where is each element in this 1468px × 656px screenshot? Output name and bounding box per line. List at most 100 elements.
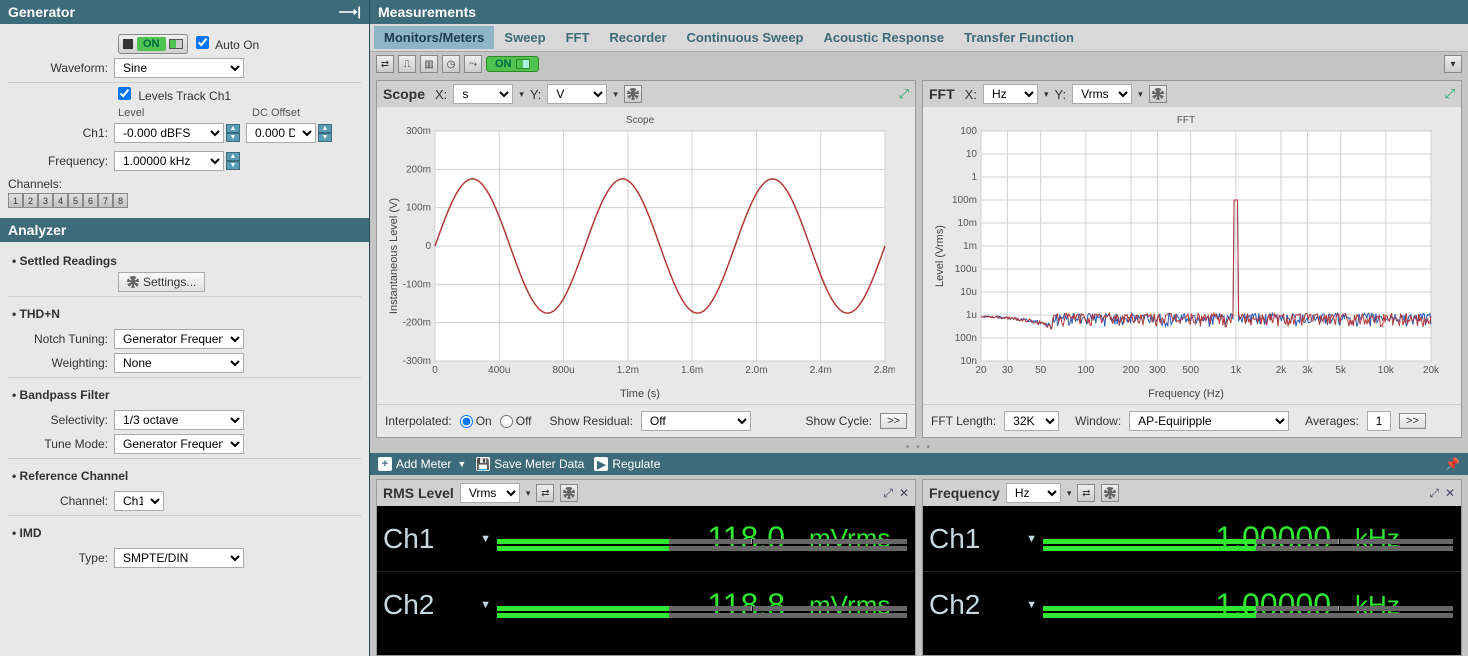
level-col-header: Level (118, 107, 252, 119)
interp-off-radio[interactable]: Off (500, 414, 532, 428)
tool-wave-icon[interactable]: ⎍ (398, 55, 416, 73)
tab-continuous-sweep[interactable]: Continuous Sweep (677, 26, 814, 49)
svg-text:1u: 1u (966, 310, 977, 321)
svg-text:-200m: -200m (403, 318, 431, 329)
monitors-on-toggle[interactable]: ON (486, 56, 539, 72)
rms-arrow-icon[interactable]: ⇄ (536, 484, 554, 502)
tool-bars-icon[interactable]: ▥ (420, 55, 438, 73)
channel-btn-4[interactable]: 4 (53, 193, 68, 208)
ch1-dc-select[interactable]: 0.000 D (246, 123, 316, 143)
fft-averages-input[interactable] (1367, 411, 1391, 431)
channel-select[interactable]: Ch1 (114, 491, 164, 511)
svg-text:300m: 300m (406, 126, 431, 137)
channel-btn-8[interactable]: 8 (113, 193, 128, 208)
regulate-button[interactable]: ▶Regulate (594, 457, 660, 471)
weighting-label: Weighting: (8, 356, 108, 370)
tab-monitors-meters[interactable]: Monitors/Meters (374, 26, 494, 49)
channel-btn-3[interactable]: 3 (38, 193, 53, 208)
channel-btn-7[interactable]: 7 (98, 193, 113, 208)
type-select[interactable]: SMPTE/DIN (114, 548, 244, 568)
tool-cycle-icon[interactable]: ⇄ (376, 55, 394, 73)
ch1-dc-spin[interactable]: ▲▼ (318, 124, 332, 142)
waveform-label: Waveform: (8, 61, 108, 75)
settings-button[interactable]: Settings... (118, 272, 205, 292)
tab-strip: Monitors/MetersSweepFFTRecorderContinuou… (370, 24, 1468, 52)
ch1-level-select[interactable]: -0.000 dBFS (114, 123, 224, 143)
notch-tuning-label: Notch Tuning: (8, 332, 108, 346)
levels-track-check[interactable]: Levels Track Ch1 (118, 87, 231, 103)
fft-go-button[interactable]: >> (1399, 413, 1426, 429)
cycle-button[interactable]: >> (880, 413, 907, 429)
svg-text:3k: 3k (1302, 365, 1314, 376)
channel-btn-5[interactable]: 5 (68, 193, 83, 208)
toolstrip-dropdown-icon[interactable]: ▾ (1444, 55, 1462, 73)
freq-expand-icon[interactable]: ⤢ (1429, 486, 1439, 501)
scope-chart: Scope300m200m100m0-100m-200m-300m0400u80… (385, 111, 895, 401)
fft-x-unit[interactable]: Hz (983, 84, 1038, 104)
tab-sweep[interactable]: Sweep (494, 26, 555, 49)
meter-ch-label: Ch2▼ (923, 589, 1043, 621)
gen-on-toggle[interactable]: ON (118, 34, 188, 54)
meter-ch-label: Ch2▼ (377, 589, 497, 621)
selectivity-select[interactable]: 1/3 octave (114, 410, 244, 430)
freq-unit-select[interactable]: Hz (1006, 483, 1061, 503)
svg-text:2.0m: 2.0m (745, 365, 767, 376)
weighting-select[interactable]: None (114, 353, 244, 373)
svg-text:FFT: FFT (1177, 115, 1195, 126)
scope-settings-icon[interactable] (624, 85, 642, 103)
freq-label: Frequency: (8, 154, 108, 168)
ch1-level-spin[interactable]: ▲▼ (226, 124, 240, 142)
rms-unit-select[interactable]: Vrms (460, 483, 520, 503)
fft-y-unit[interactable]: Vrms (1072, 84, 1132, 104)
svg-text:100m: 100m (406, 203, 431, 214)
tool-clock-icon[interactable]: ◷ (442, 55, 460, 73)
save-meter-button[interactable]: 💾Save Meter Data (476, 457, 584, 471)
scope-expand-icon[interactable]: ⤢ (899, 86, 909, 102)
tab-transfer-function[interactable]: Transfer Function (954, 26, 1084, 49)
tab-recorder[interactable]: Recorder (599, 26, 676, 49)
channel-btn-2[interactable]: 2 (23, 193, 38, 208)
svg-text:0: 0 (432, 365, 438, 376)
interp-on-radio[interactable]: On (460, 414, 492, 428)
svg-text:400u: 400u (488, 365, 510, 376)
freq-close-icon[interactable]: ✕ (1445, 486, 1455, 500)
rms-expand-icon[interactable]: ⤢ (883, 486, 893, 501)
scope-y-unit[interactable]: V (547, 84, 607, 104)
tool-graph-icon[interactable]: ⤳ (464, 55, 482, 73)
notch-tuning-select[interactable]: Generator Frequency (114, 329, 244, 349)
channels-label: Channels: (8, 177, 361, 191)
tab-fft[interactable]: FFT (556, 26, 600, 49)
show-residual-select[interactable]: Off (641, 411, 751, 431)
meter-ch-menu-icon[interactable]: ▼ (480, 599, 491, 611)
pin-icon[interactable]: ⟶| (339, 4, 361, 20)
tune-mode-select[interactable]: Generator Frequency (114, 434, 244, 454)
waveform-select[interactable]: Sine (114, 58, 244, 78)
svg-text:2k: 2k (1276, 365, 1288, 376)
freq-spin[interactable]: ▲▼ (226, 152, 240, 170)
fft-window-select[interactable]: AP-Equiripple (1129, 411, 1289, 431)
svg-text:100m: 100m (952, 195, 977, 206)
fft-averages-label: Averages: (1305, 414, 1359, 428)
scope-x-unit[interactable]: s (453, 84, 513, 104)
channel-btn-1[interactable]: 1 (8, 193, 23, 208)
freq-gear-icon[interactable] (1101, 484, 1119, 502)
fft-expand-icon[interactable]: ⤢ (1445, 86, 1455, 102)
freq-arrow-icon[interactable]: ⇄ (1077, 484, 1095, 502)
tab-acoustic-response[interactable]: Acoustic Response (814, 26, 955, 49)
fft-length-select[interactable]: 32K (1004, 411, 1059, 431)
show-cycle-label: Show Cycle: (805, 414, 872, 428)
meter-pin-icon[interactable]: 📌 (1445, 457, 1460, 471)
freq-panel: Frequency Hz ▾ ⇄ ⤢ ✕ Ch1▼ 1.00000kHz (922, 479, 1462, 656)
channel-btn-6[interactable]: 6 (83, 193, 98, 208)
rms-gear-icon[interactable] (560, 484, 578, 502)
fft-settings-icon[interactable] (1149, 85, 1167, 103)
fft-title: FFT (929, 86, 955, 102)
rms-close-icon[interactable]: ✕ (899, 486, 909, 500)
meter-ch-menu-icon[interactable]: ▼ (1026, 533, 1037, 545)
meter-ch-menu-icon[interactable]: ▼ (1026, 599, 1037, 611)
auto-on-check[interactable]: Auto On (196, 36, 260, 52)
add-meter-button[interactable]: +Add Meter▼ (378, 457, 466, 471)
meter-ch-menu-icon[interactable]: ▼ (480, 533, 491, 545)
freq-select[interactable]: 1.00000 kHz (114, 151, 224, 171)
bandpass-head: Bandpass Filter (8, 382, 361, 406)
